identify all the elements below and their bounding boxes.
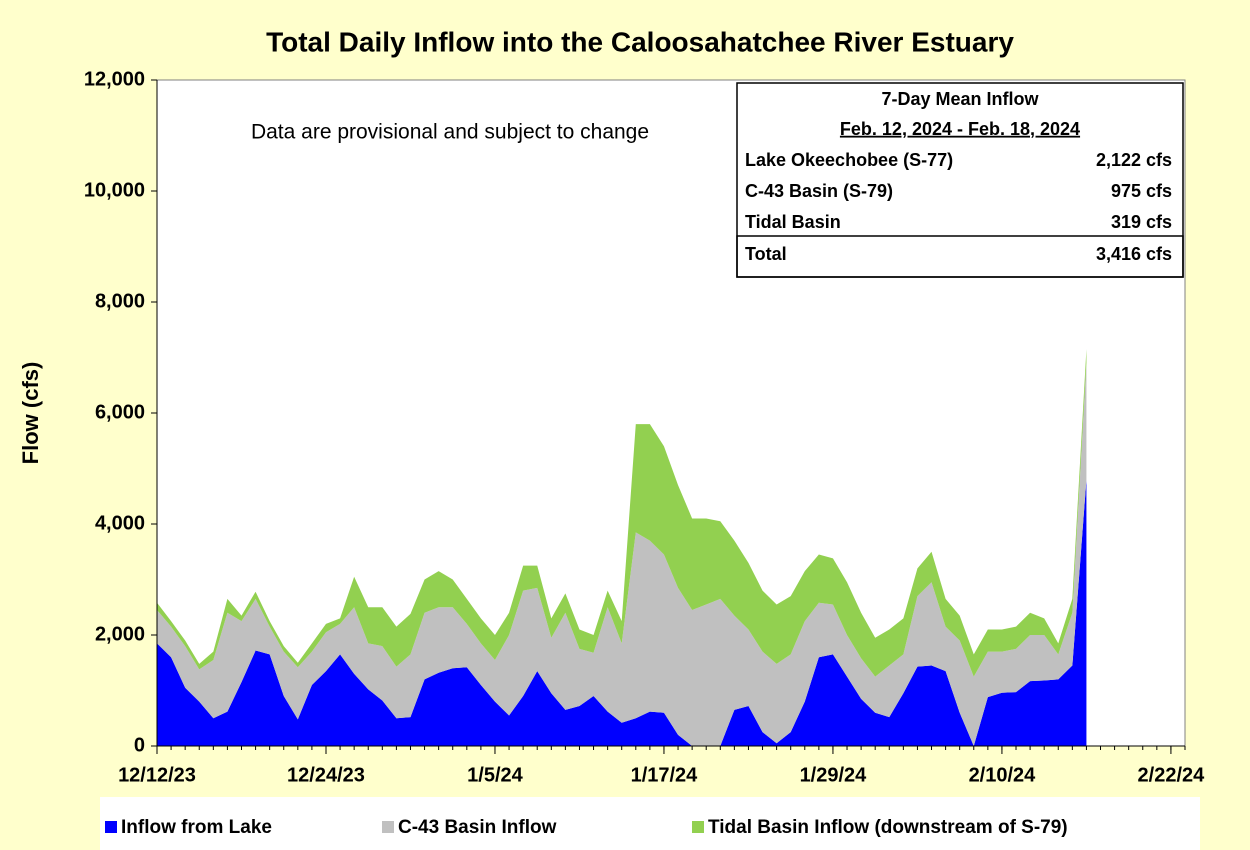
x-tick-label: 1/17/24 bbox=[631, 764, 699, 786]
table-cell: 3,416 cfs bbox=[1096, 244, 1172, 264]
table-cell: 319 cfs bbox=[1111, 212, 1172, 232]
legend-label: Tidal Basin Inflow (downstream of S-79) bbox=[708, 817, 1068, 838]
legend-swatch bbox=[382, 821, 394, 833]
table-title: 7-Day Mean Inflow bbox=[881, 89, 1039, 109]
area bbox=[157, 363, 1087, 746]
x-tick-label: 12/24/23 bbox=[287, 764, 365, 786]
chart-title: Total Daily Inflow into the Caloosahatch… bbox=[266, 26, 1014, 57]
x-tick-label: 1/29/24 bbox=[800, 764, 868, 786]
legend-label: C-43 Basin Inflow bbox=[398, 817, 557, 838]
y-tick-label: 4,000 bbox=[95, 512, 145, 534]
annotation: Data are provisional and subject to chan… bbox=[251, 121, 649, 144]
legend-swatch bbox=[692, 821, 704, 833]
x-tick-label: 1/5/24 bbox=[467, 764, 523, 786]
table-cell: Lake Okeechobee (S-77) bbox=[745, 150, 953, 170]
x-tick-label: 2/22/24 bbox=[1138, 764, 1206, 786]
x-tick-label: 2/10/24 bbox=[969, 764, 1037, 786]
table-cell: Total bbox=[745, 244, 787, 264]
y-tick-label: 8,000 bbox=[95, 290, 145, 312]
legend-swatch bbox=[105, 821, 117, 833]
y-axis-label: Flow (cfs) bbox=[18, 362, 43, 465]
area bbox=[157, 479, 1087, 746]
table-total-box bbox=[736, 235, 1184, 278]
x-tick-label: 12/12/23 bbox=[118, 764, 196, 786]
y-tick-label: 12,000 bbox=[84, 68, 145, 90]
areas bbox=[157, 349, 1087, 746]
area bbox=[157, 349, 1087, 677]
table-subtitle: Feb. 12, 2024 - Feb. 18, 2024 bbox=[840, 119, 1080, 139]
table-box bbox=[736, 82, 1184, 278]
table-cell: 975 cfs bbox=[1111, 181, 1172, 201]
summary-table: 7-Day Mean Inflow Feb. 12, 2024 - Feb. 1… bbox=[736, 82, 1184, 278]
y-tick-label: 2,000 bbox=[95, 623, 145, 645]
y-tick-label: 6,000 bbox=[95, 401, 145, 423]
table-cell: Tidal Basin bbox=[745, 212, 841, 232]
table-cell: C-43 Basin (S-79) bbox=[745, 181, 893, 201]
legend-box bbox=[100, 797, 1200, 850]
y-tick-label: 0 bbox=[134, 734, 145, 756]
table-cell: 2,122 cfs bbox=[1096, 150, 1172, 170]
y-tick-label: 10,000 bbox=[84, 179, 145, 201]
legend-label: Inflow from Lake bbox=[121, 817, 272, 838]
